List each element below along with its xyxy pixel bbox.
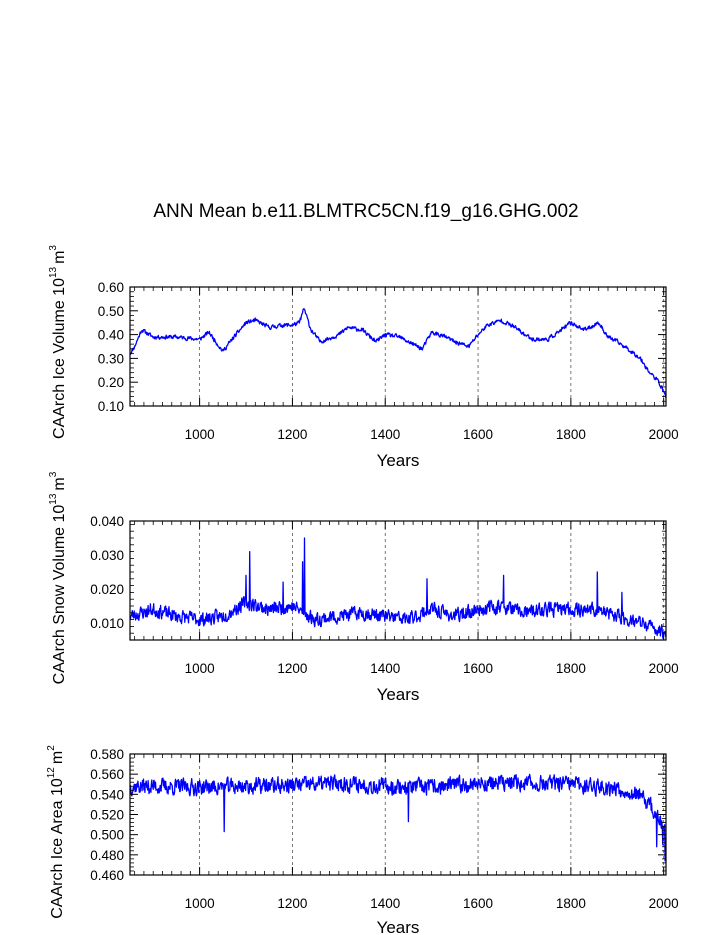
y-axis-label-text: CAArch Ice Area 10 [49, 778, 66, 919]
x-tick-label: 1000 [185, 427, 215, 442]
x-tick-label: 2000 [649, 427, 679, 442]
x-tick-label: 1400 [370, 661, 400, 676]
x-axis-label: Years [377, 685, 420, 704]
x-tick-label: 1800 [556, 661, 586, 676]
tick-marks [130, 286, 666, 407]
y-tick-label: 0.500 [90, 828, 124, 843]
series-line [129, 537, 667, 640]
x-axis-label: Years [377, 918, 420, 935]
plot-frame [129, 753, 667, 876]
x-tick-label: 1000 [185, 661, 215, 676]
y-axis-label-text: CAArch Snow Volume 10 [51, 505, 68, 685]
x-tick-label: 1800 [556, 427, 586, 442]
x-tick-label: 1200 [277, 896, 307, 911]
x-gridlines [199, 521, 665, 640]
series-line [129, 308, 667, 398]
x-tick-label: 1400 [370, 896, 400, 911]
y-axis-label-unit-exponent: 3 [48, 245, 59, 251]
y-axis-label-text: CAArch Ice Volume 10 [51, 278, 68, 439]
y-axis-label-exponent: 13 [48, 266, 59, 278]
tick-marks [130, 753, 666, 876]
x-tick-labels: 1000 1200 1400 1600 1800 2000 [185, 427, 679, 442]
y-tick-label: 0.020 [90, 582, 124, 597]
y-axis-label-unit-exponent: 2 [46, 745, 57, 751]
x-tick-label: 1800 [556, 896, 586, 911]
x-tick-label: 1000 [185, 896, 215, 911]
y-tick-label: 0.560 [90, 767, 124, 782]
y-axis-label-unit: m [51, 251, 68, 264]
plot-line-layer [129, 308, 667, 398]
x-gridlines [199, 287, 665, 406]
y-tick-label: 0.60 [98, 280, 124, 295]
x-tick-label: 1200 [277, 427, 307, 442]
y-axis-label: CAArch Snow Volume 1013 m3 [48, 471, 68, 684]
x-tick-labels: 1000 1200 1400 1600 1800 2000 [185, 896, 679, 911]
x-tick-label: 1600 [463, 896, 493, 911]
y-tick-labels: 0.10 0.20 0.30 0.40 0.50 0.60 [98, 280, 124, 414]
x-tick-label: 1400 [370, 427, 400, 442]
y-axis-label-unit: m [49, 751, 66, 764]
x-tick-label: 1600 [463, 427, 493, 442]
y-axis-label-unit: m [51, 477, 68, 490]
y-axis-label-unit-exponent: 3 [48, 471, 59, 477]
plot-frame [129, 520, 667, 641]
plot-frame [129, 286, 667, 407]
y-tick-label: 0.540 [90, 787, 124, 802]
y-axis-label: CAArch Ice Area 1012 m2 [46, 745, 66, 919]
y-axis-label-exponent: 12 [46, 767, 57, 779]
plot-line-layer [129, 773, 667, 862]
y-tick-label: 0.480 [90, 848, 124, 863]
y-tick-label: 0.20 [98, 375, 124, 390]
panel-ice-area: 0.460 0.480 0.500 0.520 0.540 0.560 0.580 1000… [46, 745, 679, 935]
y-tick-labels: 0.460 0.480 0.500 0.520 0.540 0.560 0.580 [90, 747, 124, 883]
plot-line-layer [129, 537, 667, 640]
panel-snow-volume: 0.010 0.020 0.030 0.040 1000 1200 1400 1600 180… [48, 471, 679, 704]
tick-marks [130, 521, 666, 641]
y-tick-label: 0.580 [90, 747, 124, 762]
x-tick-label: 1600 [463, 661, 493, 676]
y-tick-label: 0.040 [90, 514, 124, 529]
y-axis-label-exponent: 13 [48, 493, 59, 505]
x-tick-label: 2000 [649, 896, 679, 911]
figure-title: ANN Mean b.e11.BLMTRC5CN.f19_g16.GHG.002 [153, 201, 578, 222]
y-tick-label: 0.460 [90, 868, 124, 883]
y-tick-label: 0.40 [98, 328, 124, 343]
panel-ice-volume: 0.10 0.20 0.30 0.40 0.50 0.60 1000 1200 1400 160… [48, 245, 679, 470]
x-axis-label: Years [377, 451, 420, 470]
y-axis-label: CAArch Ice Volume 1013 m3 [48, 245, 68, 439]
y-tick-label: 0.520 [90, 808, 124, 823]
y-tick-label: 0.50 [98, 304, 124, 319]
y-tick-label: 0.030 [90, 548, 124, 563]
y-tick-label: 0.30 [98, 351, 124, 366]
y-tick-label: 0.10 [98, 399, 124, 414]
y-tick-labels: 0.010 0.020 0.030 0.040 [90, 514, 124, 631]
x-tick-label: 1200 [277, 661, 307, 676]
x-tick-label: 2000 [649, 661, 679, 676]
x-tick-labels: 1000 1200 1400 1600 1800 2000 [185, 661, 679, 676]
y-tick-label: 0.010 [90, 616, 124, 631]
x-gridlines [199, 754, 665, 875]
series-line [129, 773, 667, 862]
